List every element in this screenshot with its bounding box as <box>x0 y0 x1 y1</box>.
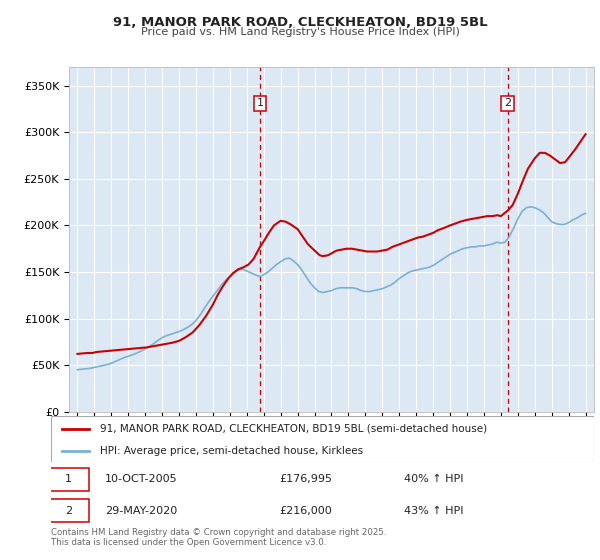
Text: 91, MANOR PARK ROAD, CLECKHEATON, BD19 5BL (semi-detached house): 91, MANOR PARK ROAD, CLECKHEATON, BD19 5… <box>100 424 487 434</box>
Text: 1: 1 <box>65 474 72 484</box>
Text: 1: 1 <box>257 99 263 109</box>
Text: 2: 2 <box>504 99 511 109</box>
Text: 91, MANOR PARK ROAD, CLECKHEATON, BD19 5BL: 91, MANOR PARK ROAD, CLECKHEATON, BD19 5… <box>113 16 487 29</box>
Text: Price paid vs. HM Land Registry's House Price Index (HPI): Price paid vs. HM Land Registry's House … <box>140 27 460 37</box>
Text: 40% ↑ HPI: 40% ↑ HPI <box>404 474 463 484</box>
Text: 43% ↑ HPI: 43% ↑ HPI <box>404 506 463 516</box>
Text: 10-OCT-2005: 10-OCT-2005 <box>106 474 178 484</box>
Text: £176,995: £176,995 <box>279 474 332 484</box>
Text: 29-MAY-2020: 29-MAY-2020 <box>106 506 178 516</box>
FancyBboxPatch shape <box>48 468 89 491</box>
Text: Contains HM Land Registry data © Crown copyright and database right 2025.
This d: Contains HM Land Registry data © Crown c… <box>51 528 386 547</box>
Text: HPI: Average price, semi-detached house, Kirklees: HPI: Average price, semi-detached house,… <box>100 446 363 455</box>
FancyBboxPatch shape <box>48 500 89 522</box>
Text: £216,000: £216,000 <box>279 506 332 516</box>
Text: 2: 2 <box>65 506 72 516</box>
